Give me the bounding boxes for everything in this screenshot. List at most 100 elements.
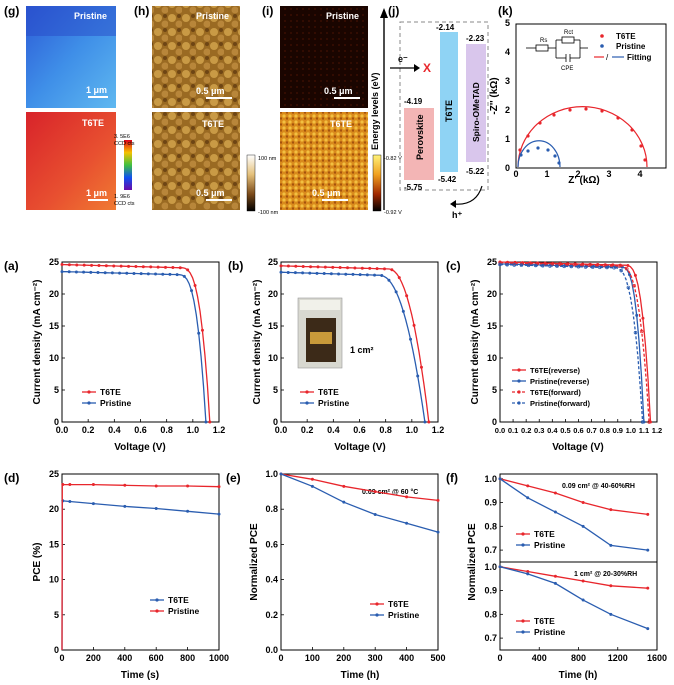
y-tick-label: 0: [505, 163, 510, 173]
series-line-t6te: [499, 566, 648, 589]
condition-annotation-top: 0.09 cm² @ 40-60%RH: [562, 483, 635, 490]
x-tick-label: 1: [544, 169, 549, 179]
data-point: [67, 270, 71, 274]
data-point: [323, 265, 327, 269]
perovskite-band: [404, 108, 434, 180]
legend-marker: [521, 619, 525, 623]
nyquist-ylabel: -Z'' (kΩ): [489, 77, 500, 114]
data-point: [581, 501, 585, 505]
data-point: [646, 512, 650, 516]
data-point: [200, 328, 204, 332]
data-point: [217, 485, 221, 489]
afm-scale-top: 0.5 μm: [196, 86, 225, 96]
kpfm-tag-pristine: Pristine: [326, 11, 359, 21]
panel-label-g: (g): [4, 4, 19, 18]
nyquist-legend-t6te: T6TE: [616, 32, 636, 41]
blocked-mark: X: [423, 61, 431, 75]
data-point: [337, 272, 341, 276]
data-point: [505, 263, 509, 267]
y-tick-label: 2: [505, 105, 510, 115]
legend-label: T6TE(reverse): [530, 366, 581, 375]
data-point: [405, 495, 409, 499]
kpfm-cbar-min: -0.92 V: [384, 210, 402, 216]
data-point: [405, 294, 409, 298]
panel-label-k: (k): [498, 4, 513, 18]
data-point: [279, 264, 283, 268]
legend-label: Pristine: [388, 610, 419, 620]
data-point: [416, 374, 420, 378]
data-point: [68, 499, 72, 503]
data-point: [605, 265, 609, 270]
data-point: [646, 627, 650, 631]
data-point: [310, 477, 314, 481]
hole-arrow: [453, 185, 483, 205]
x-tick-label: 0.2: [521, 426, 531, 435]
data-point: [154, 484, 158, 488]
y-axis-label: Current density (mA cm⁻²): [470, 280, 481, 405]
data-point: [390, 268, 394, 272]
t6te-homo: -5.42: [438, 175, 457, 184]
data-point: [97, 264, 101, 268]
x-tick-label: 0.0: [495, 426, 505, 435]
data-point: [526, 134, 530, 138]
plot-area-a: 0.0 0.2 0.4 0.6 0.8 1.0 1.2 0 5 10 15 20 25 T6TEPrist…: [49, 257, 225, 435]
legend-label: T6TE: [534, 616, 555, 626]
data-point: [576, 265, 581, 269]
data-point: [149, 265, 153, 269]
y-axis-label: Current density (mA cm⁻²): [252, 280, 263, 405]
data-point: [646, 548, 650, 552]
x-tick-label: 500: [430, 653, 445, 663]
data-point: [91, 502, 95, 506]
data-point: [553, 510, 557, 514]
y-tick-label: 0.7: [484, 633, 497, 643]
legend-marker: [87, 401, 91, 405]
data-point: [557, 262, 562, 267]
data-point: [542, 262, 547, 266]
data-point: [74, 270, 78, 274]
data-point: [602, 263, 607, 268]
data-point: [519, 153, 523, 157]
legend-label: T6TE: [100, 387, 121, 397]
y-tick-label: 10: [487, 353, 497, 363]
series-line-t6te: [280, 473, 439, 502]
data-point: [193, 283, 197, 287]
x-tick-label: 100: [305, 653, 320, 663]
data-point: [541, 264, 545, 268]
x-tick-label: 0.6: [353, 425, 366, 435]
t6te-label: T6TE: [444, 100, 454, 122]
panel-g: (g) Pristine 1 μm T6TE 1 μm 3. 5E6 CCD c…: [4, 4, 135, 210]
y-tick-label: 20: [268, 289, 278, 299]
series-line-pristine: [61, 483, 220, 651]
data-point: [316, 265, 320, 269]
scale-bar: [206, 97, 232, 99]
nyquist-pristine-points: [519, 146, 561, 165]
y-tick-label: 15: [49, 321, 59, 331]
series-line-t6te: [61, 500, 220, 651]
data-point: [68, 483, 72, 487]
data-point: [553, 581, 557, 585]
nyquist-pristine-fit: [517, 140, 561, 168]
panel-label-h: (h): [134, 4, 149, 18]
pl-cbar-max-unit: CCD cts: [114, 141, 135, 147]
x-tick-label: 0.2: [301, 425, 314, 435]
condition-annotation: 0.09 cm² @ 60 °C: [362, 488, 418, 496]
data-point: [427, 420, 431, 424]
data-point: [331, 265, 335, 269]
data-point: [617, 264, 622, 268]
y-tick-label: 25: [49, 469, 59, 479]
legend-marker: [517, 390, 521, 394]
data-point: [382, 267, 386, 271]
data-point: [139, 272, 143, 276]
spiro-label: Spiro-OMeTAD: [471, 82, 481, 142]
data-point: [182, 274, 186, 278]
y-tick-label: 0.9: [484, 498, 497, 508]
plot-frame: [280, 473, 439, 651]
legend-label: Pristine: [168, 606, 199, 616]
scale-bar: [88, 199, 108, 201]
data-point: [616, 116, 620, 120]
y-axis-label: Normalized PCE: [249, 523, 260, 601]
perovskite-homo: -5.75: [404, 183, 423, 192]
data-point: [61, 483, 65, 487]
y-tick-label: 0.2: [265, 610, 278, 620]
data-point: [132, 271, 136, 275]
